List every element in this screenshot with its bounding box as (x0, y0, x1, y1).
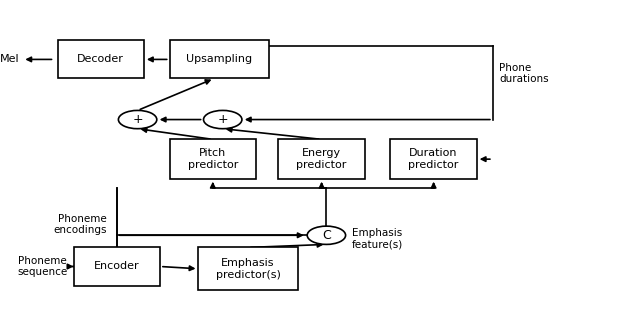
FancyBboxPatch shape (170, 139, 256, 179)
Text: Duration
predictor: Duration predictor (408, 148, 459, 170)
Text: Phone
durations: Phone durations (499, 63, 549, 84)
Text: Emphasis
feature(s): Emphasis feature(s) (352, 227, 403, 249)
Circle shape (204, 111, 242, 129)
FancyBboxPatch shape (74, 248, 160, 286)
Text: Pitch
predictor: Pitch predictor (188, 148, 238, 170)
Circle shape (118, 111, 157, 129)
Circle shape (307, 226, 346, 244)
Text: Phoneme
encodings: Phoneme encodings (54, 214, 107, 235)
Text: Mel: Mel (0, 54, 19, 65)
Text: +: + (132, 113, 143, 126)
Text: C: C (322, 229, 331, 242)
FancyBboxPatch shape (390, 139, 477, 179)
FancyBboxPatch shape (170, 40, 269, 78)
Text: Phoneme
sequence: Phoneme sequence (17, 256, 67, 277)
Text: Decoder: Decoder (77, 54, 124, 65)
FancyBboxPatch shape (58, 40, 144, 78)
Text: Upsampling: Upsampling (186, 54, 252, 65)
Text: Energy
predictor: Energy predictor (296, 148, 347, 170)
Text: +: + (218, 113, 228, 126)
Text: Emphasis
predictor(s): Emphasis predictor(s) (216, 258, 280, 280)
FancyBboxPatch shape (198, 248, 298, 290)
FancyBboxPatch shape (278, 139, 365, 179)
Text: Encoder: Encoder (94, 261, 140, 271)
